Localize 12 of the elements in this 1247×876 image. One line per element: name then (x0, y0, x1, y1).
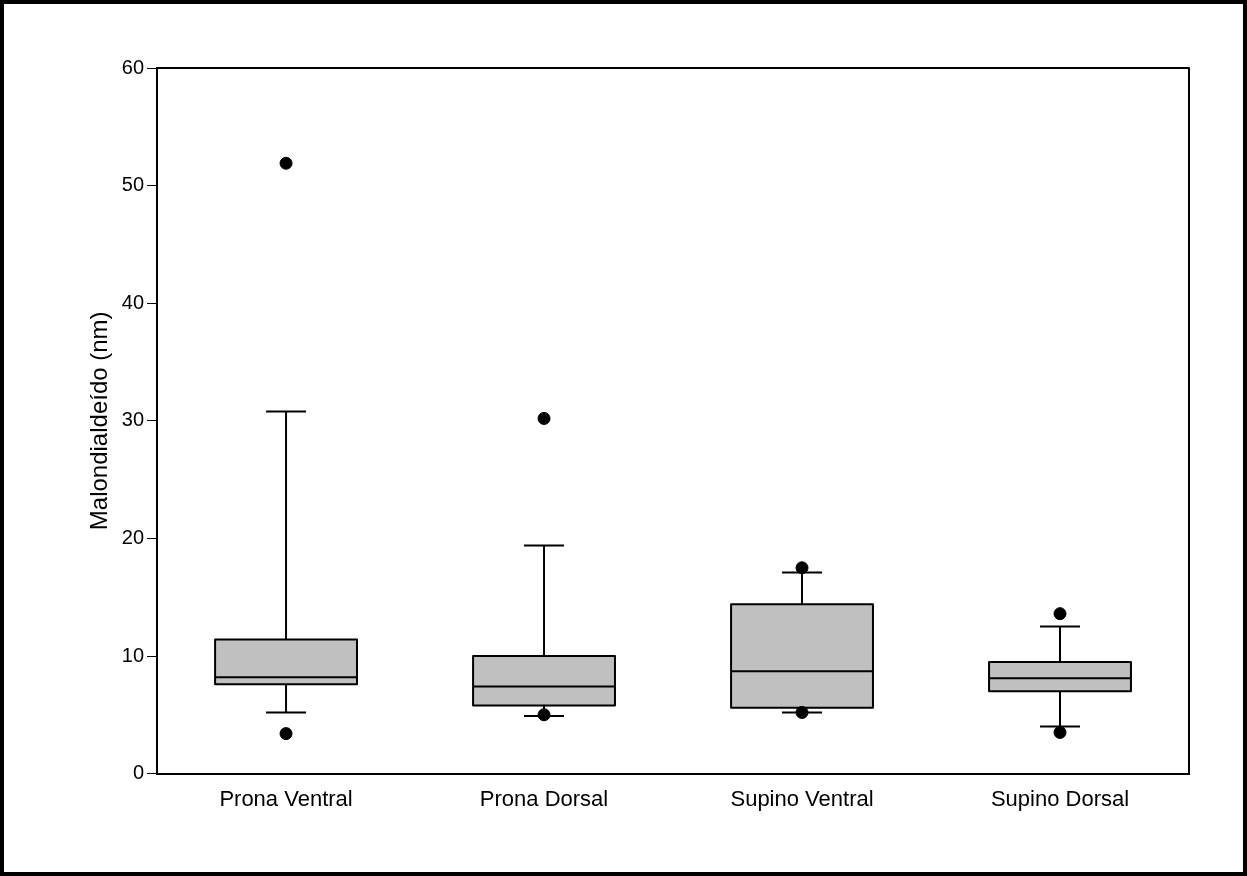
y-tick-label: 20 (121, 525, 145, 548)
y-tick-label: 30 (121, 408, 145, 431)
y-tick-label: 50 (121, 173, 145, 196)
x-tick-label: Supino Ventral (730, 785, 874, 811)
y-tick-label: 40 (121, 290, 145, 313)
y-axis-title: Malondialdeído (nm) (85, 311, 113, 531)
x-tick-label: Supino Dorsal (990, 785, 1130, 811)
y-tick-label: 60 (121, 55, 145, 78)
x-tick-label: Prona Dorsal (479, 785, 609, 811)
y-tick-label: 0 (132, 761, 145, 784)
y-tick-label: 10 (121, 643, 145, 666)
x-tick-label: Prona Ventral (219, 785, 353, 811)
